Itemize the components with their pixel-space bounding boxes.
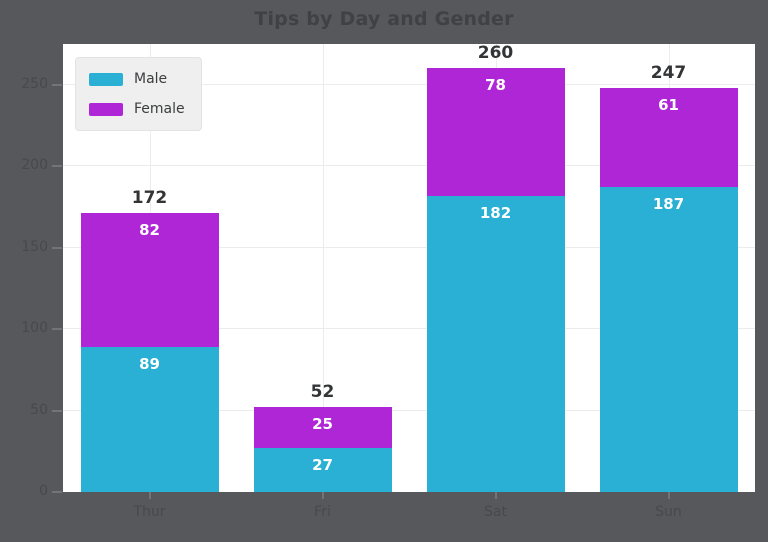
x-tick-label-sun: Sun <box>655 504 682 520</box>
bar-thur: 89 82 172 <box>80 183 219 492</box>
y-tick-mark <box>52 83 62 86</box>
bar-value-label: 78 <box>485 76 506 95</box>
bar-segment-female-sat: 78 <box>426 68 565 196</box>
legend-label: Male <box>134 71 168 87</box>
bar-value-label: 25 <box>312 415 333 434</box>
y-tick-label-50: 50 <box>30 401 48 418</box>
bar-sat: 182 78 260 <box>426 38 565 492</box>
y-tick-label-250: 250 <box>21 75 48 92</box>
hgrid-line-200 <box>63 165 755 167</box>
bar-value-label: 89 <box>139 355 160 374</box>
y-tick-mark <box>52 491 62 493</box>
y-tick-mark <box>52 246 62 249</box>
bar-total-label: 247 <box>650 63 687 83</box>
hgrid-line-250 <box>63 83 755 85</box>
plot-area: 89 82 172 27 25 52 182 78 260 187 61 247 Male Female <box>63 43 755 492</box>
y-tick-mark <box>52 165 62 168</box>
vgrid-line-fri <box>322 44 324 492</box>
bar-total-label: 172 <box>131 188 168 209</box>
bar-segment-male-sun: 187 <box>599 187 738 492</box>
bar-value-label: 182 <box>479 203 512 222</box>
bar-value-label: 82 <box>139 221 160 240</box>
bar-total-label: 260 <box>477 43 514 64</box>
bar-segment-male-thur: 89 <box>80 347 219 492</box>
x-tick-mark <box>494 492 497 499</box>
x-tick-label-thur: Thur <box>133 504 166 520</box>
hgrid-line-100 <box>63 328 755 330</box>
bar-value-label: 187 <box>652 195 685 214</box>
y-tick-label-200: 200 <box>21 157 48 174</box>
bar-value-label: 61 <box>658 96 679 115</box>
hgrid-line-150 <box>63 246 755 248</box>
bar-segment-female-sun: 61 <box>599 88 738 188</box>
x-tick-mark <box>667 492 670 499</box>
bar-segment-male-fri: 27 <box>253 448 392 492</box>
x-tick-mark <box>321 492 324 499</box>
y-tick-label-150: 150 <box>21 238 48 255</box>
bar-fri: 27 25 52 <box>253 377 392 492</box>
bar-segment-female-fri: 25 <box>253 407 392 449</box>
x-tick-label-fri: Fri <box>314 504 331 520</box>
y-tick-mark <box>52 409 62 412</box>
y-tick-label-100: 100 <box>21 320 48 337</box>
legend-item-female: Female <box>89 99 185 119</box>
y-tick-mark <box>52 328 62 331</box>
bar-sun: 187 61 247 <box>599 58 738 492</box>
bar-value-label: 27 <box>312 456 333 475</box>
hgrid-line-50 <box>63 409 755 411</box>
bar-segment-female-thur: 82 <box>80 213 219 348</box>
x-tick-label-sat: Sat <box>484 504 507 520</box>
bar-total-label: 52 <box>310 382 335 403</box>
chart-title: Tips by Day and Gender <box>254 8 514 30</box>
bar-segment-male-sat: 182 <box>426 195 565 492</box>
y-tick-label-0: 0 <box>39 483 48 499</box>
x-tick-mark <box>148 492 151 499</box>
legend: Male Female <box>75 57 202 131</box>
legend-item-male: Male <box>89 69 185 89</box>
legend-swatch-female <box>89 102 123 116</box>
legend-swatch-male <box>89 72 123 86</box>
legend-label: Female <box>134 101 185 117</box>
